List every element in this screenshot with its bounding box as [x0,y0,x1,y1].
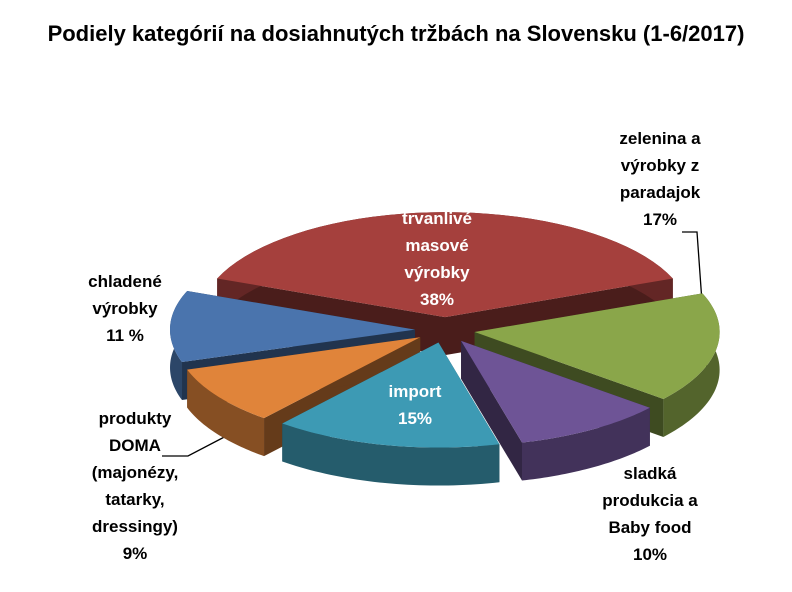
chart-title: Podiely kategórií na dosiahnutých tržbác… [47,21,745,46]
leader-line [162,432,233,457]
value-label: 11 % [106,326,144,345]
value-label: 38% [419,290,455,309]
slice [170,290,416,363]
value-label: 9% [122,544,148,563]
slice [461,340,650,443]
value-label: 17% [642,210,678,229]
data-label: import 15% [359,378,471,432]
slice [217,212,673,318]
category-label: chladené výrobky [88,272,162,318]
slice-side [461,340,523,481]
slice [187,337,421,419]
value-label: 10% [632,545,668,564]
category-label: trvanlivé masové výrobky [402,209,472,282]
category-label: import [388,382,442,401]
category-label: produkty DOMA (majonézy, tatarky, dressi… [91,409,179,536]
category-label: zelenina a výrobky z paradajok [619,129,701,202]
data-label: produkty DOMA (majonézy, tatarky, dressi… [79,405,191,567]
slice-wall [522,407,650,481]
data-label: zelenina a výrobky z paradajok 17% [604,125,716,233]
data-label: chladené výrobky 11 % [69,268,181,349]
category-label: sladká produkcia a Baby food [602,464,698,537]
slice-wall [187,369,265,457]
data-label: trvanlivé masové výrobky 38% [381,205,493,313]
slice [474,293,720,399]
slice-wall [282,423,500,486]
data-label: sladká produkcia a Baby food 10% [594,460,706,568]
value-label: 15% [397,409,433,428]
slice [282,342,500,448]
